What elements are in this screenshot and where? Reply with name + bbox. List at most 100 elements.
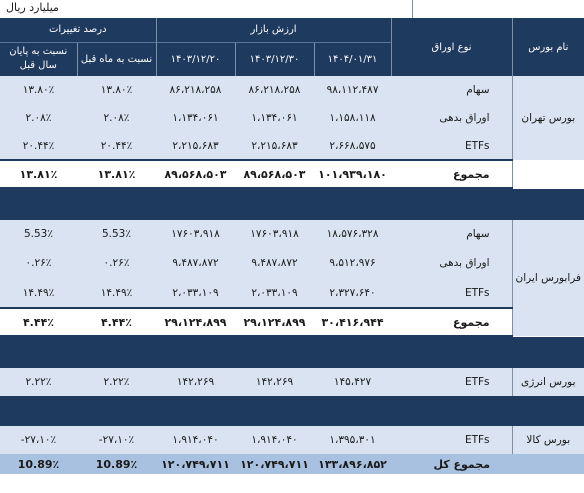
cell-value-3: ۲،۰۳۳،۱۰۹ xyxy=(156,278,235,308)
header-security-type: نوع اوراق xyxy=(390,18,513,76)
exchange-energy: بورس انرژی xyxy=(511,368,584,396)
cell-value-2: ۱۴۲،۲۶۹ xyxy=(235,368,314,396)
cell-type: ETFs xyxy=(391,368,513,396)
cell-vs-month: ۲.۰۸٪ xyxy=(77,104,156,132)
cell-vs-year: -۲۷،۱۰٪ xyxy=(0,426,77,454)
header-vs-prev-year-end: نسبت به پایان سال قبل xyxy=(0,41,77,76)
header-date-3: ۱۴۰۳/۱۲/۲۰ xyxy=(155,41,235,76)
cell-vs-month: -۲۷،۱۰٪ xyxy=(77,426,156,454)
cell-vs-year: ۰.۲۶٪ xyxy=(0,248,77,278)
cell-value-1: ۲،۳۲۷،۶۴۰ xyxy=(314,278,392,308)
header-date-1: ۱۴۰۴/۰۱/۳۱ xyxy=(313,41,392,76)
cell-value-1: ۱،۳۹۵،۳۰۱ xyxy=(314,426,392,454)
cell-value-2: ۲۹،۱۲۴،۸۹۹ xyxy=(235,307,314,337)
cell-vs-year: ۲.۲۲٪ xyxy=(0,368,77,396)
cell-vs-month: ۲۰.۴۴٪ xyxy=(77,132,156,160)
cell-vs-month: ۱۳.۸۱٪ xyxy=(77,159,156,189)
cell-type: ETFs xyxy=(391,426,513,454)
cell-vs-month: ۱۴.۴۹٪ xyxy=(77,278,156,308)
table-row: ۲۰.۴۴٪ ۲۰.۴۴٪ ۲،۲۱۵،۶۸۳ ۲،۲۱۵،۶۸۳ ۲،۶۶۸،… xyxy=(0,132,584,160)
cell-vs-month: 5.53٪ xyxy=(77,220,156,248)
exchange-tehran-spacer xyxy=(511,160,584,188)
table-row: ۰.۲۶٪ ۰.۲۶٪ ۹،۴۸۷،۸۷۲ ۹،۴۸۷،۸۷۲ ۹،۵۱۲،۹۷… xyxy=(0,248,584,278)
cell-type: مجموع xyxy=(391,307,513,337)
section-separator xyxy=(0,396,584,426)
cell-value-2: ۸۹،۵۶۸،۵۰۳ xyxy=(235,159,314,189)
cell-value-3: ۹،۴۸۷،۸۷۲ xyxy=(156,248,235,278)
cell-type: مجموع xyxy=(391,159,513,189)
cell-value-2: ۱،۹۱۴،۰۴۰ xyxy=(235,426,314,454)
cell-value-2: ۲،۲۱۵،۶۸۳ xyxy=(235,132,314,160)
total-row: ۱۳.۸۱٪ ۱۳.۸۱٪ ۸۹،۵۶۸،۵۰۳ ۸۹،۵۶۸،۵۰۳ ۱۰۱،… xyxy=(0,159,584,189)
cell-vs-year: 10.89٪ xyxy=(0,454,77,474)
table-row: ۱۴.۴۹٪ ۱۴.۴۹٪ ۲،۰۳۳،۱۰۹ ۲،۰۳۳،۱۰۹ ۲،۳۲۷،… xyxy=(0,278,584,308)
cell-value-1: ۹،۵۱۲،۹۷۶ xyxy=(314,248,392,278)
header-exchange-name: نام بورس xyxy=(511,18,584,76)
section-separator xyxy=(0,336,584,368)
cell-value-1: ۳۰،۴۱۶،۹۴۴ xyxy=(314,307,392,337)
cell-value-3: ۲۹،۱۲۴،۸۹۹ xyxy=(156,307,235,337)
separator-band xyxy=(0,396,584,426)
cell-value-2: ۱۲۰،۷۴۹،۷۱۱ xyxy=(235,454,314,474)
header-vs-prev-month: نسبت به ماه قبل xyxy=(76,41,156,76)
cell-value-2: ۱،۱۳۴،۰۶۱ xyxy=(235,104,314,132)
separator-band xyxy=(0,336,584,368)
section-separator xyxy=(0,188,584,220)
separator-band xyxy=(0,188,584,220)
header-date-2: ۱۴۰۳/۱۲/۳۰ xyxy=(234,41,314,76)
cell-value-1: ۱۰۱،۹۳۹،۱۸۰ xyxy=(314,159,392,189)
cell-vs-month: ۱۳.۸۰٪ xyxy=(77,76,156,104)
cell-type: ETFs xyxy=(391,132,513,160)
cell-vs-year: ۲۰.۴۴٪ xyxy=(0,132,77,160)
cell-vs-year: ۱۴.۴۹٪ xyxy=(0,278,77,308)
total-row: ۴.۴۴٪ ۴.۴۴٪ ۲۹،۱۲۴،۸۹۹ ۲۹،۱۲۴،۸۹۹ ۳۰،۴۱۶… xyxy=(0,307,584,337)
cell-value-3: ۸۶،۲۱۸،۲۵۸ xyxy=(156,76,235,104)
cell-vs-year: ۱۳.۸۱٪ xyxy=(0,159,77,189)
cell-value-1: ۹۸،۱۱۲،۴۸۷ xyxy=(314,76,392,104)
cell-value-3: ۸۹،۵۶۸،۵۰۳ xyxy=(156,159,235,189)
cell-value-3: ۲،۲۱۵،۶۸۳ xyxy=(156,132,235,160)
table-row: 5.53٪ 5.53٪ ۱۷۶۰۳،۹۱۸ ۱۷۶۰۳،۹۱۸ ۱۸،۵۷۶،۳… xyxy=(0,220,584,336)
cell-vs-month: ۴.۴۴٪ xyxy=(77,307,156,337)
unit-bar: میلیارد ریال xyxy=(0,0,413,19)
cell-type: سهام xyxy=(391,220,513,248)
cell-type: اوراق بدهی xyxy=(391,104,513,132)
cell-vs-year: ۲.۰۸٪ xyxy=(0,104,77,132)
grand-total-spacer xyxy=(512,454,584,474)
header-percent-change: درصد تغییرات xyxy=(0,18,156,42)
header-market-value: ارزش بازار xyxy=(155,18,392,42)
cell-type: اوراق بدهی xyxy=(391,248,513,278)
cell-value-1: ۲،۶۶۸،۵۷۵ xyxy=(314,132,392,160)
cell-value-3: ۱۷۶۰۳،۹۱۸ xyxy=(156,220,235,248)
cell-value-1: ۱۴۵،۴۲۷ xyxy=(314,368,392,396)
cell-vs-month: ۰.۲۶٪ xyxy=(77,248,156,278)
cell-vs-year: 5.53٪ xyxy=(0,220,77,248)
cell-value-3: ۱۴۲،۲۶۹ xyxy=(156,368,235,396)
market-value-table: درصد تغییرات ارزش بازار نوع اوراق نام بو… xyxy=(0,18,584,474)
exchange-commodity: بورس کالا xyxy=(511,426,584,454)
cell-vs-month: ۲.۲۲٪ xyxy=(77,368,156,396)
table-row: ۱۳.۸۰٪ ۱۳.۸۰٪ ۸۶،۲۱۸،۲۵۸ ۸۶،۲۱۸،۲۵۸ ۹۸،۱… xyxy=(0,76,584,160)
cell-type: سهام xyxy=(391,76,513,104)
cell-value-3: ۱،۹۱۴،۰۴۰ xyxy=(156,426,235,454)
cell-vs-year: ۴.۴۴٪ xyxy=(0,307,77,337)
cell-value-3: ۱،۱۳۴،۰۶۱ xyxy=(156,104,235,132)
cell-value-1: ۱،۱۵۸،۱۱۸ xyxy=(314,104,392,132)
cell-vs-year: ۱۳.۸۰٪ xyxy=(0,76,77,104)
table-row: -۲۷،۱۰٪ -۲۷،۱۰٪ ۱،۹۱۴،۰۴۰ ۱،۹۱۴،۰۴۰ ۱،۳۹… xyxy=(0,426,584,454)
grand-total-row: 10.89٪ 10.89٪ ۱۲۰،۷۴۹،۷۱۱ ۱۲۰،۷۴۹،۷۱۱ ۱۳… xyxy=(0,454,584,474)
cell-value-2: ۲،۰۳۳،۱۰۹ xyxy=(235,278,314,308)
cell-value-3: ۱۲۰،۷۴۹،۷۱۱ xyxy=(156,454,235,474)
cell-value-2: ۸۶،۲۱۸،۲۵۸ xyxy=(235,76,314,104)
table-row: ۲.۲۲٪ ۲.۲۲٪ ۱۴۲،۲۶۹ ۱۴۲،۲۶۹ ۱۴۵،۴۲۷ ETFs… xyxy=(0,368,584,396)
cell-type: مجموع کل xyxy=(391,454,513,474)
unit-label: میلیارد ریال xyxy=(6,1,59,14)
exchange-farabourse: فرابورس ایران xyxy=(511,220,584,336)
cell-vs-month: 10.89٪ xyxy=(77,454,156,474)
cell-value-1: ۱۸،۵۷۶،۳۲۸ xyxy=(314,220,392,248)
cell-value-2: ۹،۴۸۷،۸۷۲ xyxy=(235,248,314,278)
table-row: ۲.۰۸٪ ۲.۰۸٪ ۱،۱۳۴،۰۶۱ ۱،۱۳۴،۰۶۱ ۱،۱۵۸،۱۱… xyxy=(0,104,584,132)
cell-value-2: ۱۷۶۰۳،۹۱۸ xyxy=(235,220,314,248)
exchange-tehran: بورس تهران xyxy=(511,76,584,160)
